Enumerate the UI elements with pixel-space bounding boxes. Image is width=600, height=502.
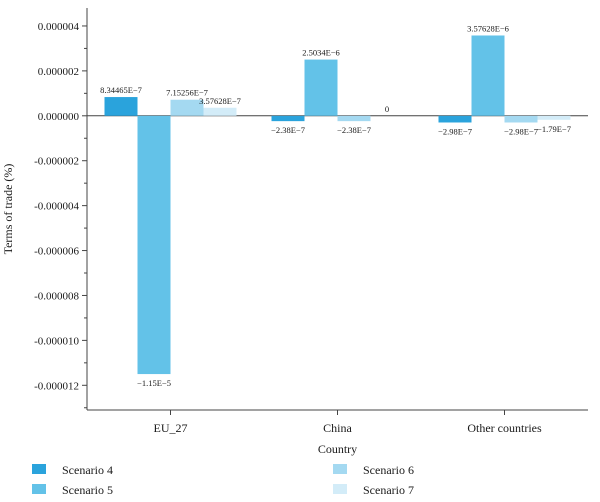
bar-scenario-4-0 bbox=[104, 97, 138, 116]
x-axis-title: Country bbox=[318, 442, 357, 456]
data-label: 8.34465E−7 bbox=[100, 85, 142, 95]
x-categories: EU_27 China Other countries bbox=[154, 410, 542, 435]
y-tick-label: -0.000002 bbox=[34, 156, 79, 168]
x-category-label: China bbox=[323, 421, 352, 435]
data-label: 7.15256E−7 bbox=[166, 88, 208, 98]
y-tick-label: -0.000010 bbox=[34, 335, 79, 347]
data-labels: 8.34465E−7 −1.15E−5 7.15256E−73.57628E−7 −2… bbox=[100, 23, 571, 388]
data-label: −2.38E−7 bbox=[337, 125, 371, 135]
bar-scenario-7-2 bbox=[537, 115, 571, 120]
y-tick-label: -0.000008 bbox=[34, 290, 79, 302]
data-label: −2.38E−7 bbox=[271, 125, 305, 135]
bar-scenario-5-2 bbox=[471, 35, 505, 116]
bar-scenario-6-2 bbox=[504, 115, 538, 123]
data-label: 3.57628E−6 bbox=[467, 23, 509, 33]
legend-label: Scenario 4 bbox=[62, 463, 113, 477]
legend: Scenario 4 Scenario 5 Scenario 6 Scenario 7 bbox=[32, 463, 414, 497]
y-tick-label: 0.000004 bbox=[38, 21, 80, 33]
bar-scenario-5-0 bbox=[137, 115, 171, 375]
legend-swatch bbox=[32, 484, 46, 494]
data-label: −2.98E−7 bbox=[504, 126, 538, 136]
data-label: 3.57628E−7 bbox=[199, 96, 241, 106]
legend-label: Scenario 6 bbox=[363, 463, 414, 477]
data-label: 2.5034E−6 bbox=[302, 48, 340, 58]
bar-scenario-6-1 bbox=[337, 115, 371, 122]
bar-scenario-5-1 bbox=[304, 59, 338, 116]
legend-swatch bbox=[333, 484, 347, 494]
data-label: −1.79E−7 bbox=[537, 124, 571, 134]
y-tick-label: -0.000006 bbox=[34, 246, 79, 258]
y-axis-title: Terms of trade (%) bbox=[1, 164, 15, 255]
data-label: 0 bbox=[385, 104, 389, 114]
x-category-label: Other countries bbox=[467, 421, 542, 435]
bar-scenario-4-1 bbox=[271, 115, 305, 122]
y-tick-label: 0.000002 bbox=[38, 66, 79, 78]
y-ticks: 0.000004 0.000002 0.000000 -0.000002 -0.0000… bbox=[34, 21, 87, 409]
bar-scenario-6-0 bbox=[170, 99, 204, 116]
y-tick-label: -0.000012 bbox=[34, 380, 79, 392]
x-category-label: EU_27 bbox=[154, 421, 188, 435]
bar-scenario-7-0 bbox=[203, 107, 237, 116]
legend-swatch bbox=[32, 464, 46, 474]
data-label: −1.15E−5 bbox=[137, 378, 171, 388]
y-tick-label: 0.000000 bbox=[38, 111, 80, 123]
legend-label: Scenario 7 bbox=[363, 483, 414, 497]
bar-scenario-4-2 bbox=[438, 115, 472, 123]
data-label: −2.98E−7 bbox=[438, 126, 472, 136]
y-tick-label: -0.000004 bbox=[34, 201, 79, 213]
legend-swatch bbox=[333, 464, 347, 474]
legend-label: Scenario 5 bbox=[62, 483, 113, 497]
bars bbox=[104, 35, 571, 375]
